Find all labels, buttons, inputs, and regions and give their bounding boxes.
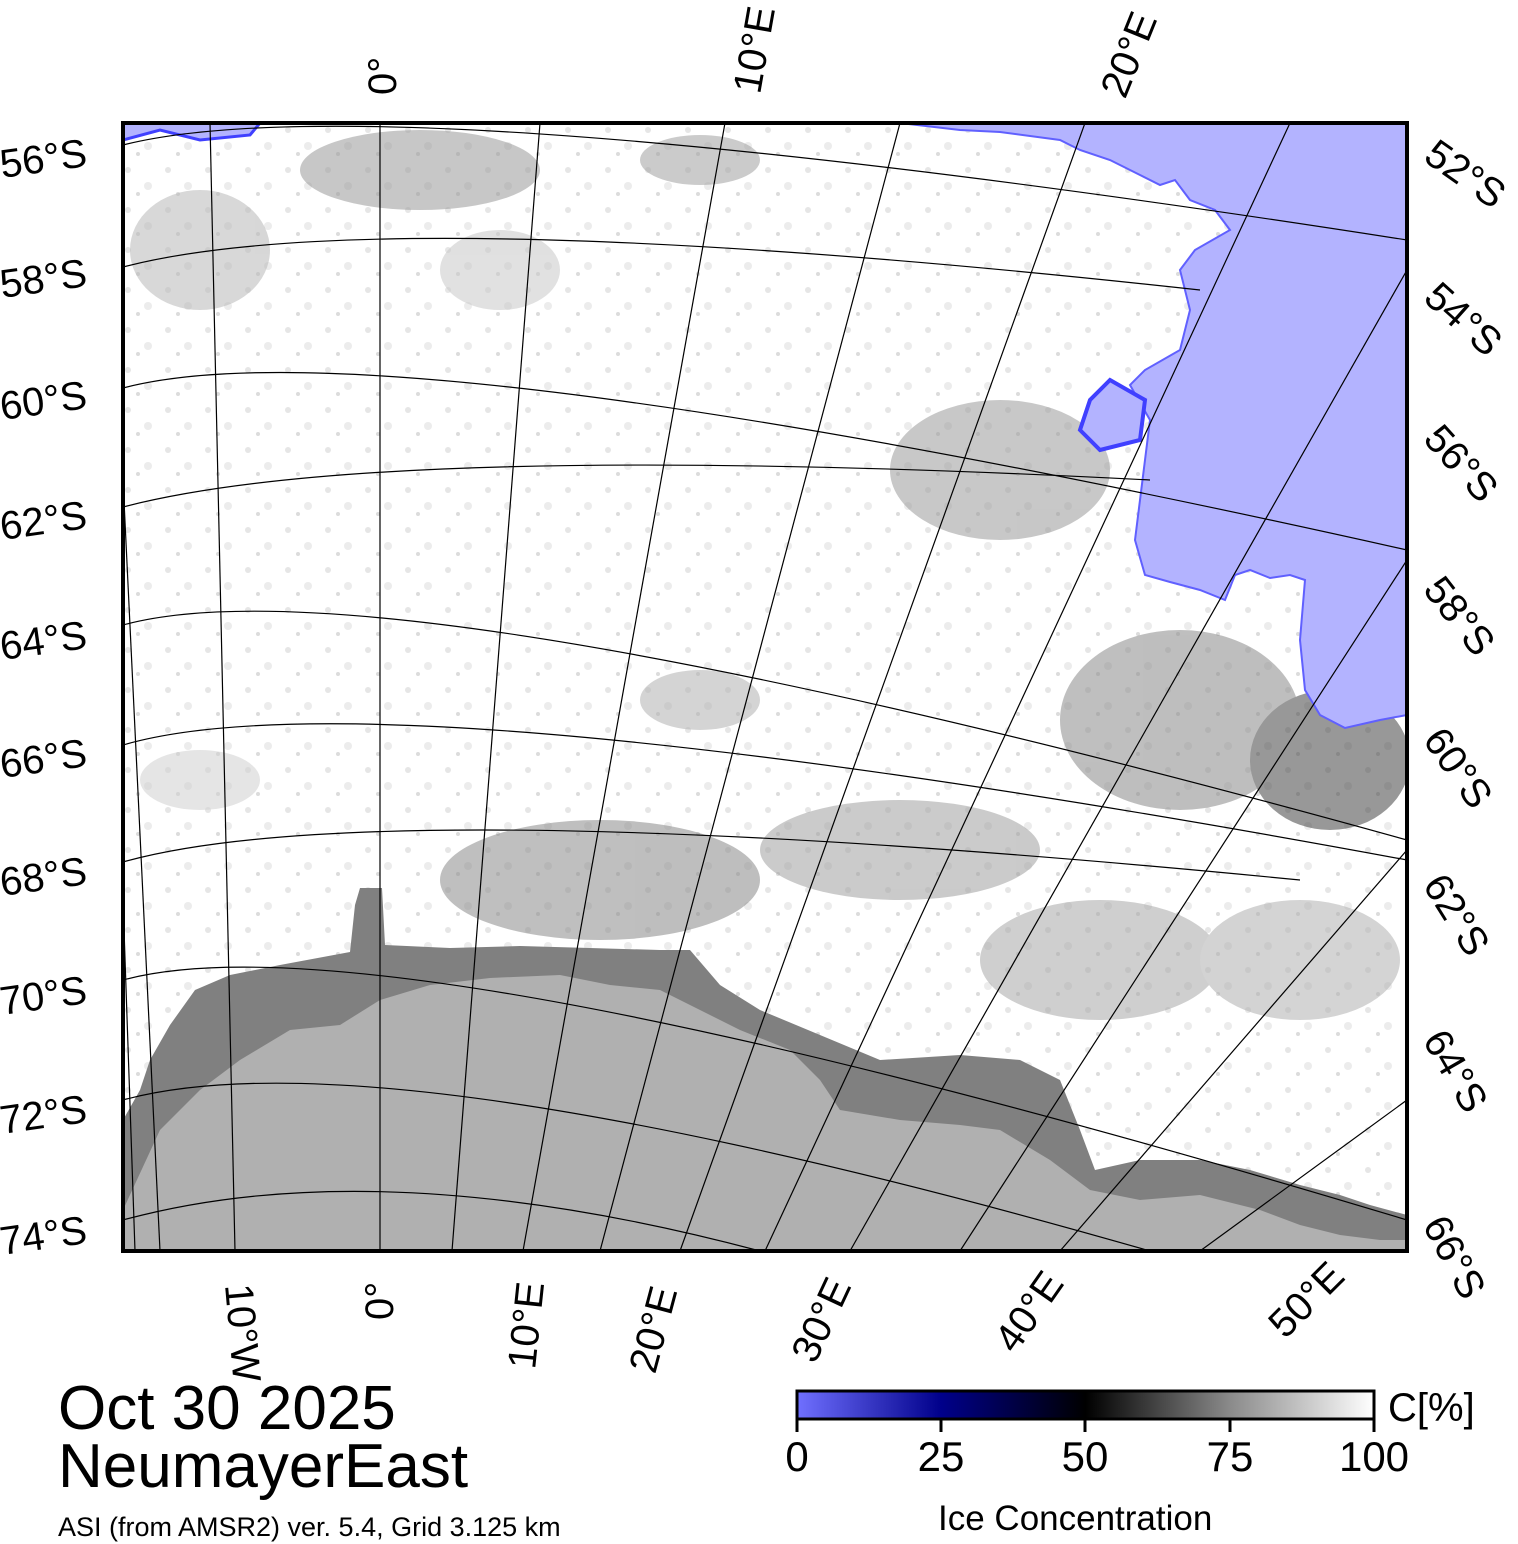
- bottom-lon-label: 10°E: [500, 1280, 553, 1371]
- top-lon-label: 10°E: [726, 3, 784, 96]
- left-lat-label: 74°S: [0, 1208, 90, 1264]
- land-ice: [123, 975, 1407, 1251]
- colorbar-tick-label: 75: [1206, 1433, 1254, 1480]
- right-lat-label: 66°S: [1414, 1209, 1494, 1307]
- left-lat-label: 62°S: [0, 493, 90, 549]
- left-lat-label: 68°S: [0, 849, 90, 905]
- bottom-lon-label: 50°E: [1260, 1254, 1353, 1347]
- right-lat-label: 54°S: [1416, 274, 1510, 365]
- map-date: Oct 30 2025: [58, 1374, 396, 1443]
- open-water-fringe: [123, 123, 262, 142]
- left-lat-label: 64°S: [0, 613, 90, 669]
- right-lat-label: 62°S: [1414, 866, 1498, 963]
- colorbar-title: Ice Concentration: [938, 1499, 1213, 1538]
- colorbar-unit: C[%]: [1388, 1386, 1475, 1430]
- left-lat-label: 56°S: [0, 131, 90, 187]
- top-lon-labels: 0° 10°E 20°E: [361, 3, 1166, 103]
- colorbar-tick-label: 0: [785, 1433, 809, 1480]
- left-lat-labels: 56°S 58°S 60°S 62°S 64°S 66°S 68°S 70°S …: [0, 131, 90, 1264]
- longitude-lines: [123, 123, 1407, 1251]
- map-frame: [121, 121, 1409, 1253]
- left-lat-label: 60°S: [0, 373, 90, 429]
- left-lat-label: 70°S: [0, 968, 90, 1024]
- right-lat-label: 60°S: [1415, 720, 1501, 817]
- right-lat-label: 52°S: [1417, 131, 1514, 217]
- bottom-lon-label: 10°W: [216, 1282, 268, 1384]
- bottom-lon-label: 20°E: [621, 1282, 686, 1378]
- colorbar-ticks: [795, 1419, 1376, 1432]
- left-lat-label: 58°S: [0, 251, 90, 307]
- top-lon-label: 0°: [361, 57, 405, 95]
- bottom-lon-labels: 10°W 0° 10°E 20°E 30°E 40°E 50°E: [216, 1254, 1353, 1384]
- left-lat-label: 66°S: [0, 731, 90, 787]
- right-lat-label: 56°S: [1415, 417, 1506, 511]
- open-water-inlet: [1077, 377, 1148, 453]
- bottom-lon-label: 30°E: [783, 1271, 860, 1369]
- map-region: NeumayerEast: [58, 1432, 469, 1501]
- colorbar-tick-label: 100: [1338, 1433, 1410, 1480]
- colorbar-tick-label: 25: [917, 1433, 965, 1480]
- bottom-lon-label: 40°E: [986, 1264, 1072, 1361]
- colorbar: [795, 1389, 1376, 1421]
- bottom-lon-label: 0°: [358, 1282, 402, 1320]
- concentration-patches: [130, 130, 1407, 1020]
- top-lon-label: 20°E: [1093, 6, 1166, 103]
- right-lat-label: 64°S: [1414, 1023, 1496, 1120]
- left-lat-label: 72°S: [0, 1087, 90, 1143]
- product-info: ASI (from AMSR2) ver. 5.4, Grid 3.125 km: [58, 1512, 561, 1542]
- open-water: [899, 123, 1407, 730]
- right-lat-labels: 52°S 54°S 56°S 58°S 60°S 62°S 64°S 66°S: [1414, 131, 1513, 1306]
- right-lat-label: 58°S: [1415, 568, 1503, 664]
- latitude-lines: [123, 125, 1407, 1251]
- colorbar-tick-label: 50: [1061, 1433, 1109, 1480]
